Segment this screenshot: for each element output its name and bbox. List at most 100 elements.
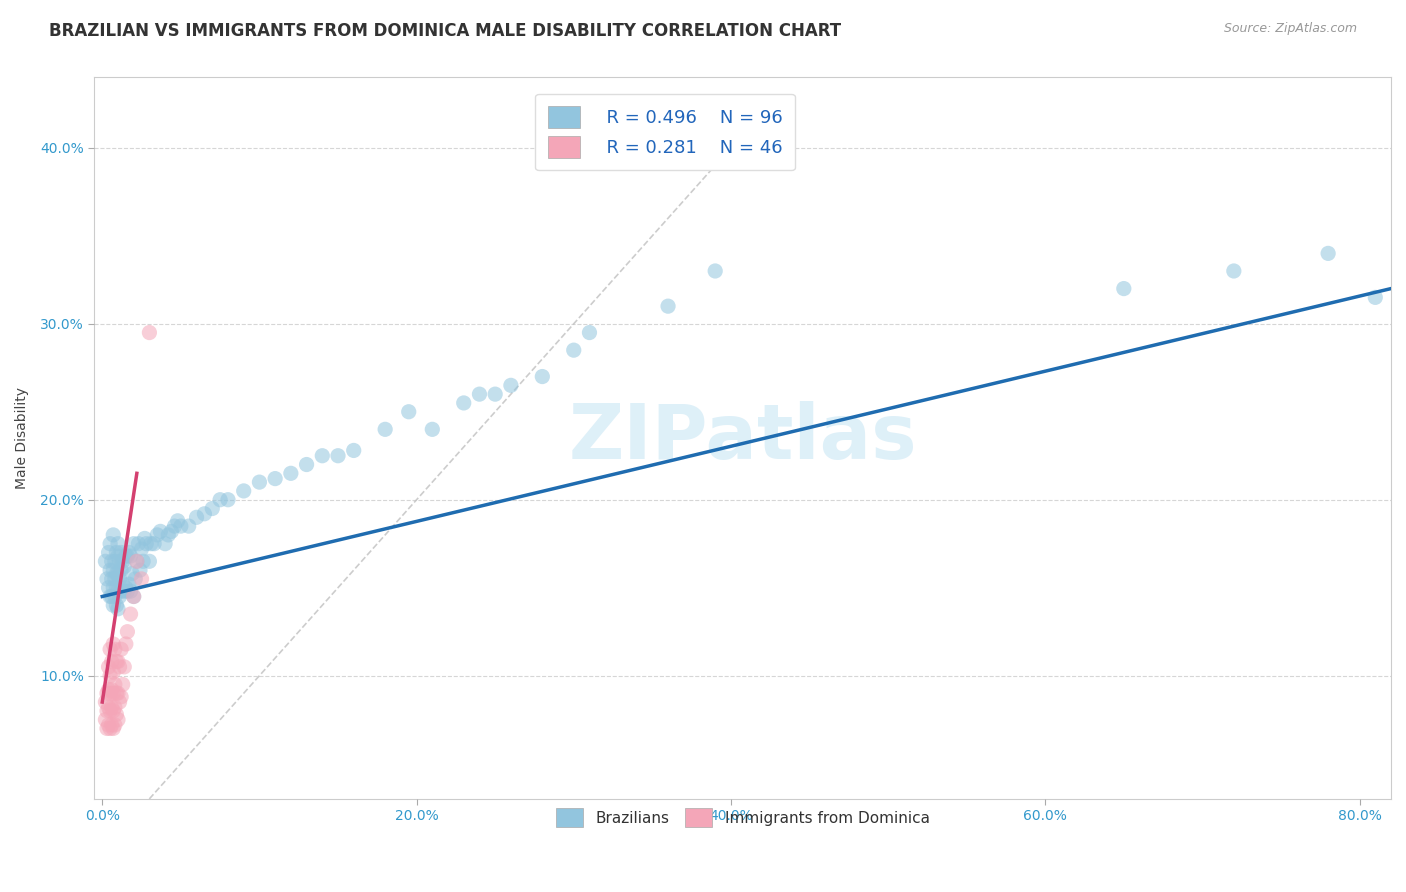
Point <box>105 566 128 581</box>
Point <box>98 537 121 551</box>
Point <box>264 472 287 486</box>
Point <box>398 405 420 419</box>
Point <box>374 422 396 436</box>
Point <box>163 519 186 533</box>
Point <box>120 549 142 563</box>
Point <box>110 545 132 559</box>
Point <box>100 554 122 568</box>
Point <box>97 581 120 595</box>
Point <box>1317 246 1340 260</box>
Point <box>201 501 224 516</box>
Point <box>107 549 129 563</box>
Point <box>531 369 554 384</box>
Point <box>657 299 679 313</box>
Point <box>127 537 149 551</box>
Point <box>149 524 172 539</box>
Point <box>103 686 125 700</box>
Point <box>107 537 129 551</box>
Point <box>107 584 129 599</box>
Text: BRAZILIAN VS IMMIGRANTS FROM DOMINICA MALE DISABILITY CORRELATION CHART: BRAZILIAN VS IMMIGRANTS FROM DOMINICA MA… <box>49 22 841 40</box>
Point <box>94 695 117 709</box>
Point <box>98 563 121 577</box>
Point <box>1364 290 1386 304</box>
Point <box>97 545 120 559</box>
Point <box>108 660 131 674</box>
Point <box>125 554 148 568</box>
Point <box>107 602 129 616</box>
Point <box>131 572 153 586</box>
Text: ZIPatlas: ZIPatlas <box>568 401 917 475</box>
Point <box>122 590 145 604</box>
Point <box>280 467 302 481</box>
Point <box>114 549 136 563</box>
Point <box>103 665 125 680</box>
Point <box>122 537 145 551</box>
Point <box>112 660 135 674</box>
Point <box>100 718 122 732</box>
Point <box>110 690 132 704</box>
Point <box>100 590 122 604</box>
Point <box>232 483 254 498</box>
Point <box>108 554 131 568</box>
Point <box>97 718 120 732</box>
Point <box>98 686 121 700</box>
Point <box>468 387 491 401</box>
Point <box>104 700 127 714</box>
Point <box>193 507 215 521</box>
Point <box>96 722 118 736</box>
Point <box>111 677 134 691</box>
Point <box>105 545 128 559</box>
Point <box>94 713 117 727</box>
Point <box>117 624 139 639</box>
Point <box>131 541 153 556</box>
Point <box>108 572 131 586</box>
Point <box>217 492 239 507</box>
Point <box>139 537 162 551</box>
Point <box>177 519 200 533</box>
Point <box>105 581 128 595</box>
Point <box>1112 282 1135 296</box>
Point <box>112 559 135 574</box>
Point <box>104 590 127 604</box>
Point <box>111 554 134 568</box>
Point <box>98 704 121 718</box>
Point <box>110 563 132 577</box>
Point <box>138 326 160 340</box>
Point <box>104 718 127 732</box>
Point <box>98 590 121 604</box>
Point <box>166 514 188 528</box>
Point <box>121 566 143 581</box>
Point <box>100 700 122 714</box>
Point <box>98 642 121 657</box>
Point <box>112 584 135 599</box>
Point <box>160 524 183 539</box>
Point <box>120 584 142 599</box>
Point <box>103 599 125 613</box>
Point <box>98 722 121 736</box>
Point <box>170 519 193 533</box>
Point <box>209 492 232 507</box>
Point <box>100 572 122 586</box>
Point <box>132 554 155 568</box>
Point <box>104 642 127 657</box>
Point <box>107 686 129 700</box>
Point <box>484 387 506 401</box>
Point <box>186 510 208 524</box>
Point <box>578 326 600 340</box>
Point <box>100 655 122 669</box>
Point <box>103 528 125 542</box>
Point <box>134 532 156 546</box>
Point <box>103 722 125 736</box>
Point <box>562 343 585 358</box>
Point <box>103 563 125 577</box>
Point <box>135 537 157 551</box>
Point <box>124 572 146 586</box>
Point <box>117 584 139 599</box>
Point <box>704 264 727 278</box>
Point <box>105 686 128 700</box>
Point <box>105 707 128 722</box>
Point <box>107 655 129 669</box>
Point <box>105 599 128 613</box>
Text: Source: ZipAtlas.com: Source: ZipAtlas.com <box>1223 22 1357 36</box>
Point <box>153 537 176 551</box>
